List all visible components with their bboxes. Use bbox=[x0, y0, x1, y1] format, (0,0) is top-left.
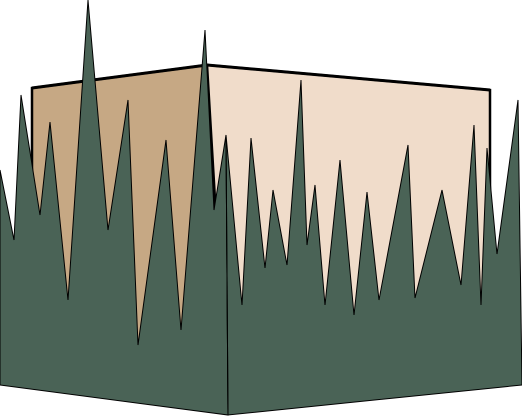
grass-left-panel bbox=[0, 0, 229, 416]
grass-panel-crease bbox=[225, 134, 229, 416]
grass-right-panel bbox=[225, 79, 522, 416]
